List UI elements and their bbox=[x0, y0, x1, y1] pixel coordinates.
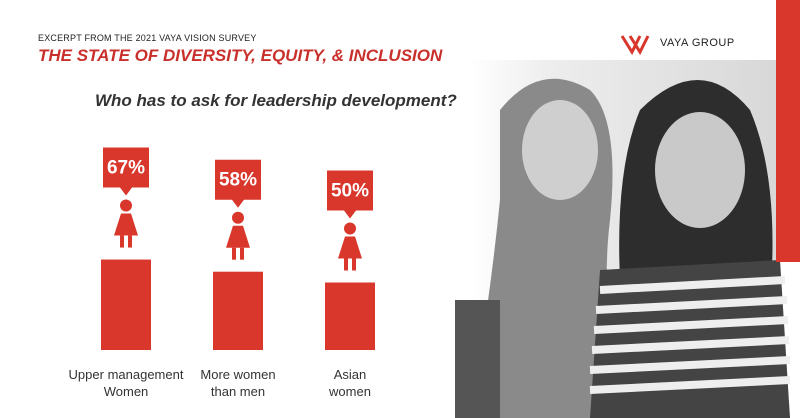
icon bbox=[120, 235, 124, 248]
title: THE STATE OF DIVERSITY, EQUITY, & INCLUS… bbox=[38, 46, 443, 65]
x-tick-label: Asian women bbox=[329, 367, 371, 399]
value-label: 58% bbox=[219, 170, 257, 191]
icon bbox=[344, 258, 348, 271]
icon bbox=[352, 258, 356, 271]
chart-title: Who has to ask for leadership developmen… bbox=[95, 91, 457, 110]
icon bbox=[120, 199, 132, 212]
icon bbox=[226, 225, 250, 248]
icon bbox=[240, 247, 244, 260]
bubble bbox=[215, 159, 261, 208]
icon bbox=[338, 236, 362, 259]
bubble bbox=[327, 170, 373, 219]
photo bbox=[455, 60, 791, 418]
logo-mark bbox=[620, 35, 650, 56]
eyebrow: EXCERPT FROM THE 2021 VAYA VISION SURVEY bbox=[38, 33, 257, 43]
bubble bbox=[103, 147, 149, 196]
icon bbox=[128, 235, 132, 248]
bar bbox=[213, 271, 263, 350]
accent-stripe bbox=[776, 0, 800, 262]
x-tick-label: Upper management Women bbox=[68, 367, 184, 399]
icon bbox=[114, 213, 138, 236]
icon bbox=[232, 247, 236, 260]
icon bbox=[232, 211, 244, 224]
x-tick-label: More women than men bbox=[200, 367, 276, 399]
logo-text: VAYA GROUP bbox=[660, 37, 735, 49]
icon bbox=[344, 222, 356, 235]
bar bbox=[325, 282, 375, 350]
bar bbox=[101, 259, 151, 350]
value-label: 50% bbox=[331, 181, 369, 202]
value-label: 67% bbox=[107, 158, 145, 179]
